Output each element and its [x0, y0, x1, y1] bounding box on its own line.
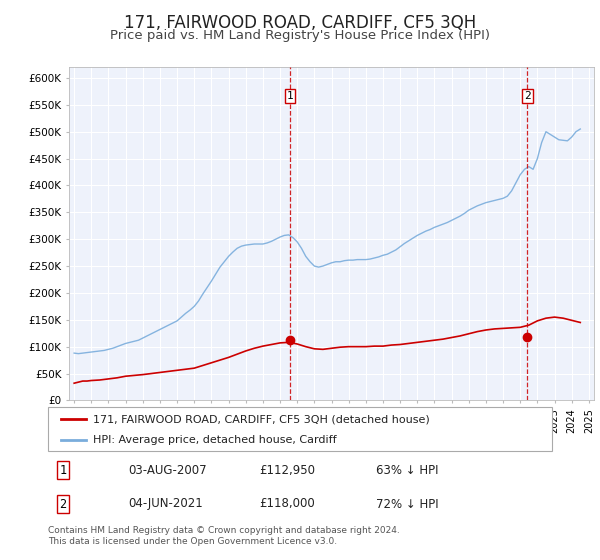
Text: Price paid vs. HM Land Registry's House Price Index (HPI): Price paid vs. HM Land Registry's House … [110, 29, 490, 42]
Text: 1: 1 [287, 91, 293, 101]
Text: 2: 2 [524, 91, 531, 101]
Text: Contains HM Land Registry data © Crown copyright and database right 2024.
This d: Contains HM Land Registry data © Crown c… [48, 526, 400, 546]
Text: 04-JUN-2021: 04-JUN-2021 [128, 497, 203, 511]
Text: £118,000: £118,000 [260, 497, 316, 511]
Text: 171, FAIRWOOD ROAD, CARDIFF, CF5 3QH: 171, FAIRWOOD ROAD, CARDIFF, CF5 3QH [124, 14, 476, 32]
Text: £112,950: £112,950 [260, 464, 316, 477]
FancyBboxPatch shape [48, 407, 552, 451]
Text: 03-AUG-2007: 03-AUG-2007 [128, 464, 207, 477]
Text: 2: 2 [59, 497, 67, 511]
Text: 63% ↓ HPI: 63% ↓ HPI [376, 464, 438, 477]
Text: 171, FAIRWOOD ROAD, CARDIFF, CF5 3QH (detached house): 171, FAIRWOOD ROAD, CARDIFF, CF5 3QH (de… [94, 414, 430, 424]
Text: 1: 1 [59, 464, 67, 477]
Text: 72% ↓ HPI: 72% ↓ HPI [376, 497, 438, 511]
Text: HPI: Average price, detached house, Cardiff: HPI: Average price, detached house, Card… [94, 435, 337, 445]
